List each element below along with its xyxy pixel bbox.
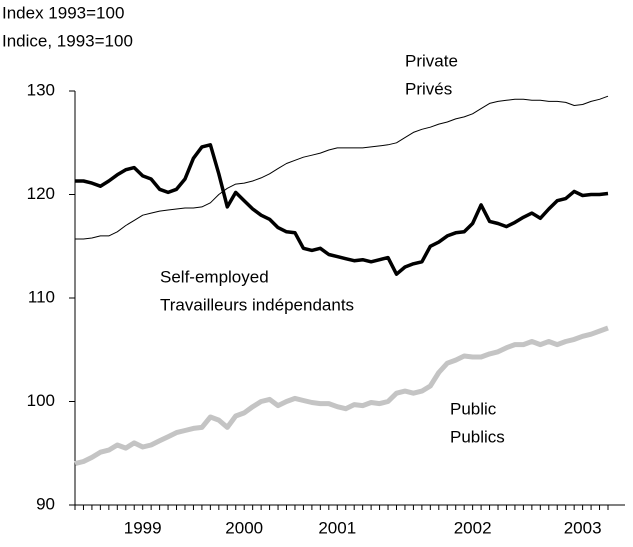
y-tick-label: 100 <box>27 391 55 410</box>
y-tick-label: 110 <box>28 287 55 306</box>
x-tick-label: 2002 <box>454 518 492 537</box>
series-line <box>74 325 609 467</box>
y-tick-label: 130 <box>27 80 55 99</box>
series-line <box>75 143 609 276</box>
y-tick-label: 120 <box>27 184 55 203</box>
series-label: Public <box>450 399 497 418</box>
series-label: Private <box>405 51 458 70</box>
y-axis-title: Indice, 1993=100 <box>2 31 133 50</box>
series-label: Travailleurs indépendants <box>160 295 354 314</box>
x-tick-label: 1999 <box>124 518 162 537</box>
series-line <box>75 95 609 240</box>
x-tick-label: 2001 <box>318 518 356 537</box>
series-label: Self-employed <box>160 267 269 286</box>
x-tick-label: 2000 <box>225 518 263 537</box>
x-tick-label: 2003 <box>564 518 602 537</box>
y-tick-label: 90 <box>36 494 55 513</box>
series-label: Privés <box>405 79 452 98</box>
series-label: Publics <box>450 427 505 446</box>
y-axis-title: Index 1993=100 <box>2 3 124 22</box>
